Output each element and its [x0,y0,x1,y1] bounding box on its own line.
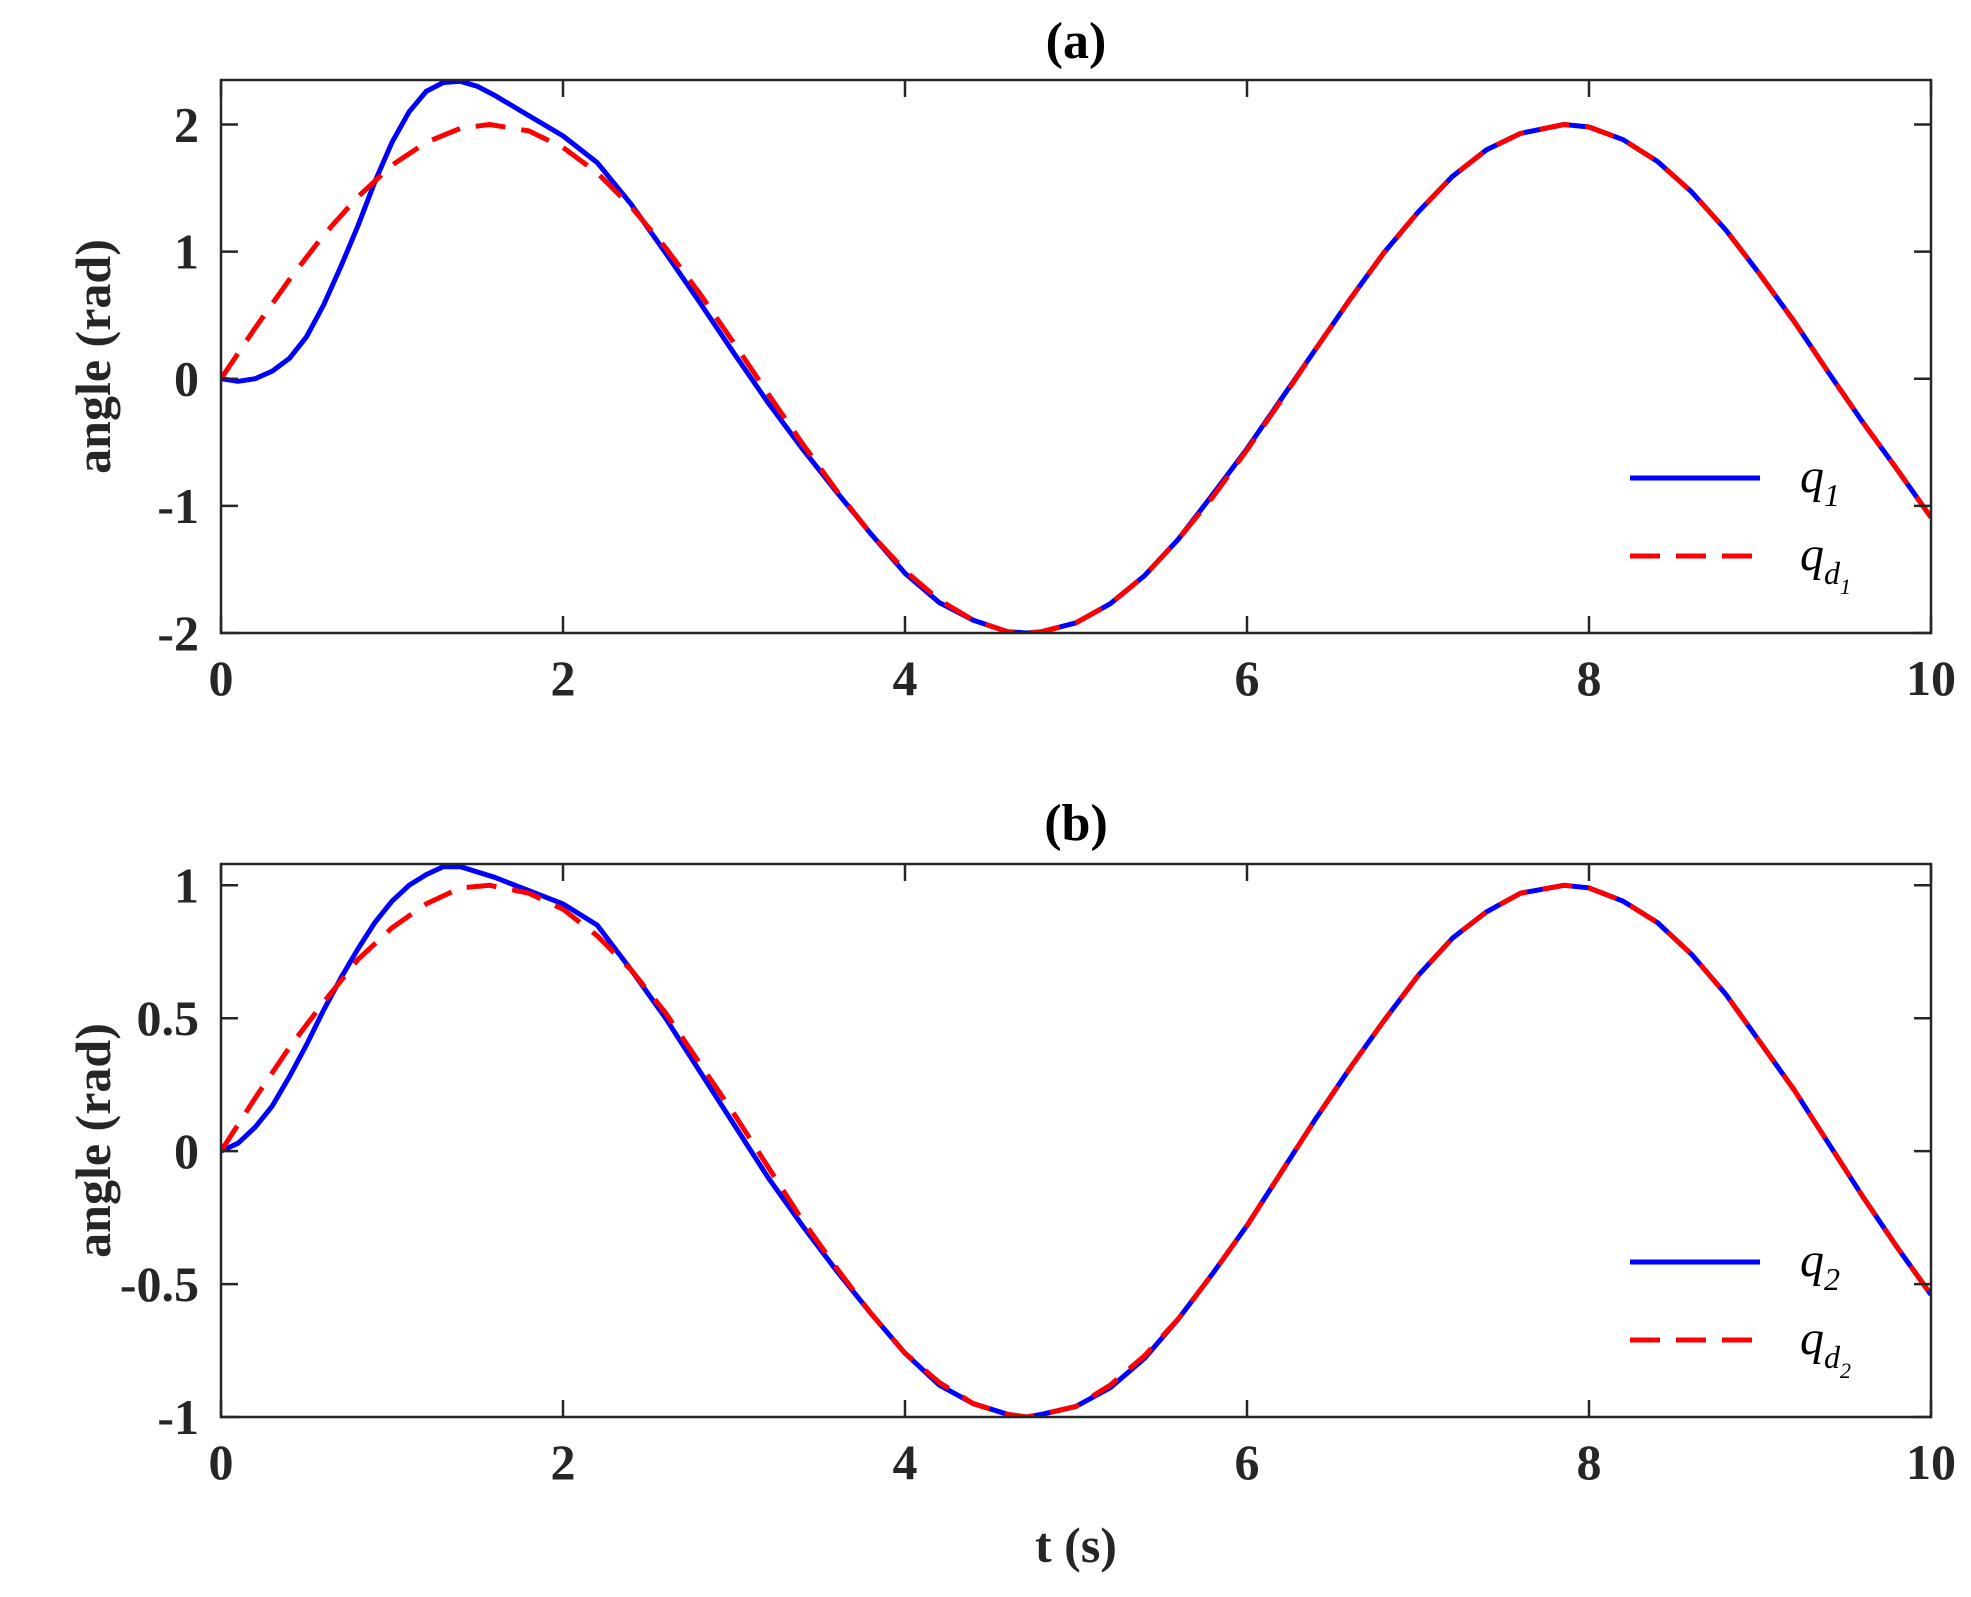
desired-series-line [221,125,1931,634]
legend-symbol: q [1800,1234,1824,1287]
legend-entry: qd2 [1800,1312,1851,1383]
x-tick-label: 8 [1577,1434,1602,1490]
desired-series-line [221,885,1931,1417]
y-tick-label: 1 [174,224,199,280]
x-axis-label: t (s) [1035,1517,1117,1573]
panel-title: (b) [1044,795,1108,852]
legend-symbol: q [1800,450,1824,503]
x-tick-label: 10 [1906,650,1956,706]
legend-entry: qd1 [1800,528,1851,599]
actual-series-line [221,81,1931,633]
x-tick-label: 2 [551,1434,576,1490]
legend-symbol: q [1800,1312,1824,1365]
y-axis-label: angle (rad) [65,239,121,474]
y-tick-label: 2 [174,96,199,152]
panel-title: (a) [1046,13,1107,70]
x-tick-label: 0 [209,1434,234,1490]
legend-subscript: d [1824,555,1841,591]
x-tick-label: 8 [1577,650,1602,706]
y-tick-label: 0 [174,1123,199,1179]
legend-subscript: d [1824,1339,1841,1375]
legend-symbol: q [1800,528,1824,581]
x-tick-label: 6 [1235,650,1260,706]
y-tick-label: -0.5 [120,1256,199,1312]
legend-subscript: 2 [1824,1261,1840,1297]
x-tick-label: 10 [1906,1434,1956,1490]
x-tick-label: 0 [209,650,234,706]
actual-series-line [221,867,1931,1417]
x-tick-label: 2 [551,650,576,706]
x-tick-label: 6 [1235,1434,1260,1490]
legend-subsubscript: 2 [1840,1358,1851,1383]
y-tick-label: -1 [157,478,199,534]
y-tick-label: 1 [174,857,199,913]
axes-frame [221,864,1931,1417]
y-axis-label: angle (rad) [65,1023,121,1258]
y-tick-label: -2 [157,605,199,661]
legend-entry: q1 [1800,450,1840,513]
y-tick-label: 0.5 [137,990,200,1046]
y-tick-label: 0 [174,351,199,407]
legend-subscript: 1 [1824,477,1840,513]
axes-frame [221,80,1931,633]
x-tick-label: 4 [893,1434,918,1490]
legend-subsubscript: 1 [1840,574,1851,599]
legend-entry: q2 [1800,1234,1840,1297]
y-tick-label: -1 [157,1389,199,1445]
x-tick-label: 4 [893,650,918,706]
